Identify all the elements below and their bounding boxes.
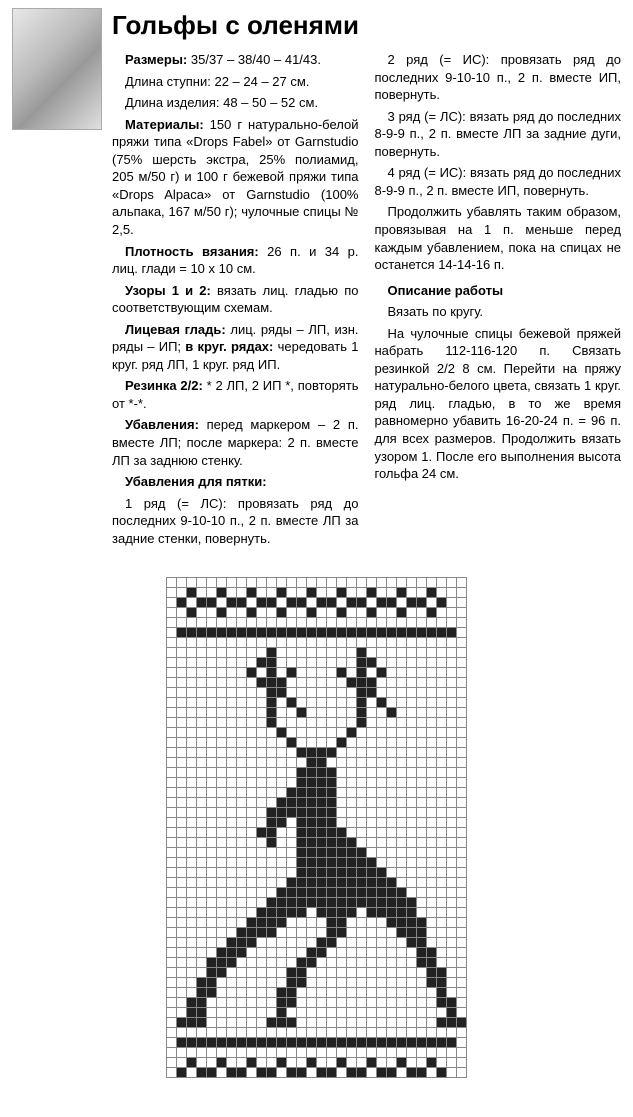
work-text-2: На чулочные спицы бежевой пряжей набрать…: [375, 325, 622, 483]
materials: Материалы: 150 г натурально-белой пряжи …: [112, 116, 359, 239]
gauge: Плотность вязания: 26 п. и 34 р. лиц. гл…: [112, 243, 359, 278]
rib: Резинка 2/2: * 2 ЛП, 2 ИП *, повторять о…: [112, 377, 359, 412]
sizes-label: Размеры:: [125, 52, 187, 67]
heel-label: Убавления для пятки:: [125, 474, 267, 489]
materials-text: 150 г натурально-белой пряжи типа «Drops…: [112, 117, 359, 237]
item-length: Длина изделия: 48 – 50 – 52 см.: [112, 94, 359, 112]
heel-row-2: 2 ряд (= ИС): провязать ряд до последних…: [375, 51, 622, 104]
rib-label: Резинка 2/2:: [125, 378, 203, 393]
work-header: Описание работы: [375, 282, 622, 300]
materials-label: Материалы:: [125, 117, 204, 132]
patterns-label: Узоры 1 и 2:: [125, 283, 211, 298]
decreases: Убавления: перед маркером – 2 п. вместе …: [112, 416, 359, 469]
article-body: Размеры: 35/37 – 38/40 – 41/43. Длина ст…: [112, 51, 621, 571]
heel-row-1: 1 ряд (= ЛС): провязать ряд до последних…: [112, 495, 359, 548]
sizes-line: Размеры: 35/37 – 38/40 – 41/43.: [112, 51, 359, 69]
chart-big: [166, 577, 467, 1078]
heel-row-5: Продолжить убавлять таким образом, провя…: [375, 203, 622, 273]
stst-label2: в круг. рядах:: [185, 339, 273, 354]
gauge-label: Плотность вязания:: [125, 244, 259, 259]
stst-label: Лицевая гладь:: [125, 322, 226, 337]
sizes-value: 35/37 – 38/40 – 41/43.: [191, 52, 321, 67]
page-title: Гольфы с оленями: [12, 8, 621, 43]
heel-row-3: 3 ряд (= ЛС): вязать ряд до последних 8-…: [375, 108, 622, 161]
heel-row-4: 4 ряд (= ИС): вязать ряд до последних 8-…: [375, 164, 622, 199]
heel-header: Убавления для пятки:: [112, 473, 359, 491]
dec-label: Убавления:: [125, 417, 199, 432]
pattern-photo: [12, 8, 102, 130]
work-label: Описание работы: [388, 283, 504, 298]
work-text-1: Вязать по кругу.: [375, 303, 622, 321]
patterns: Узоры 1 и 2: вязать лиц. гладью по соотв…: [112, 282, 359, 317]
foot-length: Длина ступни: 22 – 24 – 27 см.: [112, 73, 359, 91]
stockinette: Лицевая гладь: лиц. ряды – ЛП, изн. ряды…: [112, 321, 359, 374]
